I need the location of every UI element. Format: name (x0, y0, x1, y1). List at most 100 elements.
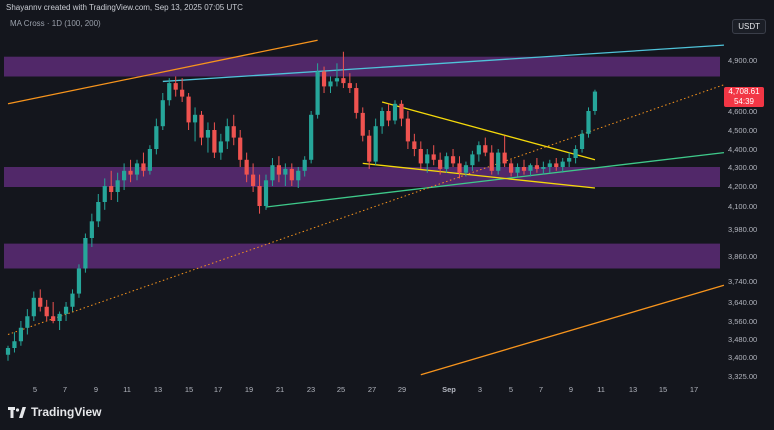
candle-body (354, 88, 359, 113)
candle-body (425, 154, 430, 164)
candle-body (418, 149, 423, 164)
candle-body (289, 168, 294, 181)
last-price-badge: 4,708.61 54:39 (724, 86, 764, 107)
candle (205, 122, 211, 153)
candle-body (147, 149, 152, 171)
y-tick-label: 3,560.00 (728, 317, 757, 326)
candle-body (431, 154, 436, 160)
x-tick-label: 13 (154, 385, 162, 394)
candle-body (509, 163, 514, 173)
candle-body (321, 71, 327, 87)
candle-body (115, 180, 120, 192)
candle (528, 163, 533, 177)
candle-body (63, 306, 69, 314)
chart-credit: Shayannv created with TradingView.com, S… (6, 3, 243, 12)
candle-body (212, 130, 217, 153)
candle (296, 167, 301, 188)
candle-body (476, 145, 481, 155)
x-tick-label: 5 (509, 385, 513, 394)
candle (128, 159, 133, 183)
orange-dotted-ma (7, 84, 725, 335)
candle (360, 107, 365, 142)
y-axis: 3,325.00 3,400.00 3,480.00 3,560.00 3,640.00… (728, 56, 757, 381)
trendline-layer (7, 39, 725, 376)
candle-body (251, 174, 256, 186)
candle (502, 135, 507, 167)
y-tick-label: 4,600.00 (728, 107, 757, 116)
candle-body (399, 103, 404, 119)
y-tick-label: 4,100.00 (728, 202, 757, 211)
x-tick-label: 3 (478, 385, 482, 394)
candle (579, 130, 585, 153)
candle (160, 93, 165, 130)
x-tick-label: 15 (185, 385, 193, 394)
x-tick-label: 27 (368, 385, 376, 394)
tradingview-logo-text: TradingView (31, 405, 102, 419)
candle (341, 51, 346, 89)
candle-body (154, 126, 159, 149)
supply-zone-top (4, 56, 720, 77)
candle-body (83, 238, 88, 269)
candle (334, 63, 340, 87)
candle-body (141, 163, 146, 171)
candle (238, 130, 243, 167)
currency-badge[interactable]: USDT (732, 19, 766, 34)
y-tick-label: 3,640.00 (728, 298, 757, 307)
candle-body (554, 163, 559, 167)
candle-body (128, 170, 133, 175)
y-tick-label: 3,980.00 (728, 225, 757, 234)
indicator-legend[interactable]: MA Cross · 1D (100, 200) (10, 19, 101, 28)
candle-body (276, 165, 281, 175)
candle (425, 149, 430, 173)
candle-body (76, 268, 82, 294)
candle (515, 163, 520, 177)
candle (489, 145, 494, 175)
candle-body (96, 202, 101, 222)
cyan-upper-trendline (162, 44, 724, 83)
candle-body (192, 114, 198, 123)
candle (541, 161, 546, 175)
y-tick-label: 3,480.00 (728, 335, 757, 344)
candle (96, 194, 101, 228)
y-tick-label: 3,860.00 (728, 252, 757, 261)
candle (263, 174, 269, 210)
candle-body (134, 163, 140, 175)
candle-body (560, 161, 565, 167)
candle (102, 178, 107, 210)
x-tick-label: 11 (597, 385, 605, 394)
tradingview-logo[interactable]: TradingView (8, 405, 101, 419)
candle-body (534, 165, 539, 169)
candle (57, 311, 62, 330)
candle-body (470, 154, 475, 166)
candle-body (360, 112, 365, 136)
candle-body (122, 170, 127, 181)
candle-body (386, 111, 391, 121)
candle-body (586, 111, 591, 134)
candle (212, 122, 217, 158)
y-tick-label: 4,900.00 (728, 56, 757, 65)
candle-body (12, 341, 17, 348)
candle-body (412, 141, 417, 149)
candle (225, 118, 230, 149)
candle-body (199, 114, 204, 138)
candle (289, 163, 294, 186)
candle-body (457, 163, 462, 173)
candle (167, 78, 172, 106)
candle (373, 118, 378, 166)
candle (328, 76, 333, 93)
candle-body (334, 78, 340, 82)
candle-body (567, 158, 572, 162)
candle-body (70, 293, 75, 307)
candle (476, 141, 481, 162)
candle (44, 299, 49, 321)
x-tick-label: 29 (398, 385, 406, 394)
candle-body (573, 149, 578, 158)
candle (83, 233, 88, 273)
candle-body (180, 89, 185, 97)
candle-body (547, 163, 552, 167)
candle-body (173, 83, 178, 90)
candle (89, 213, 94, 247)
candle-body (167, 83, 172, 101)
candle-body (238, 137, 243, 160)
